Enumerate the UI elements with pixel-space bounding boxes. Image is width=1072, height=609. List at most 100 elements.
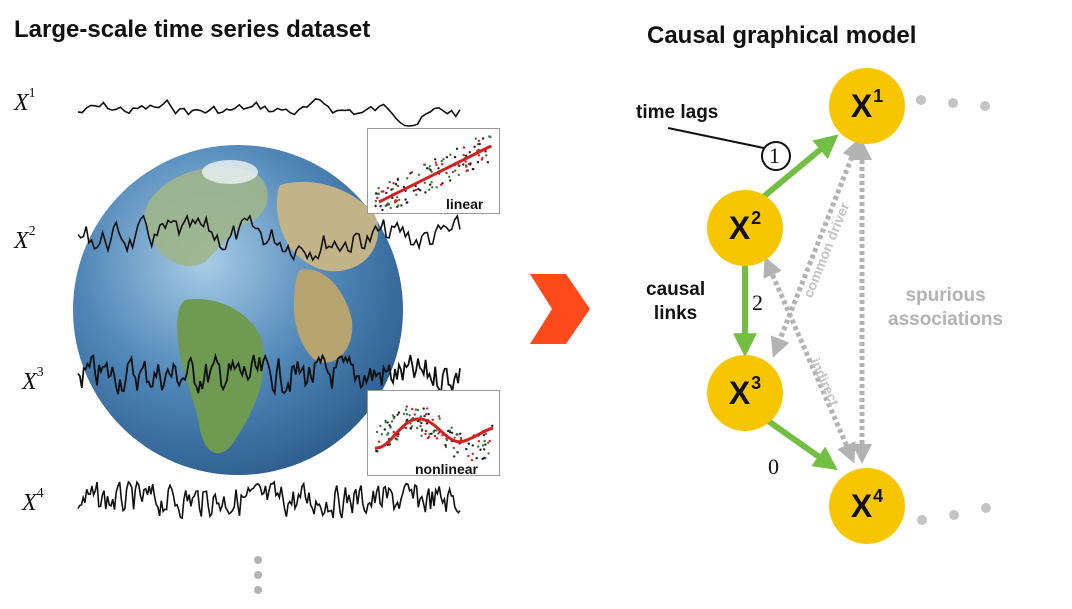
scatter-point xyxy=(423,181,426,184)
scatter-point xyxy=(445,438,449,442)
scatter-point xyxy=(467,454,470,458)
scatter-point xyxy=(449,179,452,182)
scatter-point xyxy=(456,433,459,436)
scatter-point xyxy=(424,432,427,436)
scatter-point xyxy=(410,425,414,428)
scatter-point xyxy=(435,429,438,432)
scatter-point xyxy=(395,196,399,199)
time-series-lines xyxy=(77,97,461,520)
scatter-point xyxy=(450,431,454,434)
scatter-point xyxy=(388,424,391,427)
lag-x3-x4: 0 xyxy=(768,454,779,479)
scatter-point xyxy=(452,446,455,450)
scatter-point xyxy=(389,206,392,210)
scatter-point xyxy=(396,413,399,416)
scatter-point xyxy=(414,408,418,411)
scatter-point xyxy=(393,201,397,204)
scatter-point xyxy=(465,169,468,172)
scatter-point xyxy=(441,163,444,166)
scatter-point xyxy=(465,447,468,451)
scatter-point xyxy=(376,196,379,200)
scatter-point xyxy=(435,186,438,189)
scatter-point xyxy=(398,198,401,202)
scatter-point xyxy=(464,160,467,163)
scatter-point xyxy=(453,436,456,439)
scatter-point xyxy=(417,173,421,176)
scatter-point xyxy=(455,147,459,150)
scatter-point xyxy=(444,445,448,449)
nonlinear-scatter-inset xyxy=(367,390,500,476)
scatter-point xyxy=(488,135,491,138)
scatter-point xyxy=(419,424,422,428)
scatter-point xyxy=(428,188,431,191)
scatter-point xyxy=(426,167,429,170)
scatter-point xyxy=(433,434,437,438)
scatter-point xyxy=(419,189,422,192)
scatter-point xyxy=(416,408,420,412)
scatter-point xyxy=(457,173,460,177)
scatter-point xyxy=(462,153,465,157)
scatter-point xyxy=(404,198,407,201)
scatter-point xyxy=(445,171,448,175)
causal-link-x3-x4 xyxy=(762,415,838,471)
left-panel-title: Large-scale time series dataset xyxy=(14,16,371,43)
scatter-point xyxy=(481,137,485,140)
time-series-line-x1 xyxy=(77,97,461,127)
scatter-point xyxy=(459,437,463,440)
scatter-point xyxy=(386,202,390,205)
scatter-point xyxy=(437,167,440,170)
scatter-point xyxy=(408,414,411,417)
more-nodes-dots-bottom xyxy=(917,503,991,525)
scatter-point xyxy=(428,167,431,170)
scatter-point xyxy=(405,413,409,416)
right-panel-title: Causal graphical model xyxy=(647,22,917,49)
scatter-point xyxy=(488,439,491,443)
scatter-point xyxy=(391,414,395,417)
more-nodes-dots-top xyxy=(916,95,990,111)
series-label-x1: X1 xyxy=(14,86,36,116)
scatter-point xyxy=(482,434,486,437)
scatter-point xyxy=(468,151,471,154)
scatter-point xyxy=(377,440,381,443)
scatter-point xyxy=(389,426,392,429)
scatter-point xyxy=(375,430,379,434)
scatter-point xyxy=(424,429,428,433)
time-series-line-x4 xyxy=(77,480,461,520)
scatter-point xyxy=(429,183,432,186)
scatter-point xyxy=(447,429,450,433)
scatter-point xyxy=(430,432,433,435)
scatter-point xyxy=(374,204,377,208)
scatter-point xyxy=(409,172,412,175)
scatter-point xyxy=(441,182,444,185)
scatter-point xyxy=(380,433,384,436)
scatter-point xyxy=(420,421,423,425)
scatter-point xyxy=(392,417,395,420)
scatter-point xyxy=(481,156,484,160)
scatter-point xyxy=(381,208,384,212)
scatter-point xyxy=(384,421,387,424)
scatter-point xyxy=(430,181,433,184)
time-series-line-x2 xyxy=(77,213,461,262)
scatter-point xyxy=(397,204,400,207)
scatter-point xyxy=(404,408,408,411)
scatter-point xyxy=(404,426,408,430)
scatter-point xyxy=(423,414,426,418)
scatter-point xyxy=(475,456,478,460)
scatter-point xyxy=(424,191,427,194)
scatter-point xyxy=(477,154,481,157)
scatter-point xyxy=(437,415,441,418)
scatter-point xyxy=(396,184,400,188)
scatter-point xyxy=(484,150,487,153)
scatter-point xyxy=(471,452,474,456)
indirect-link-x2-x4 xyxy=(763,256,856,464)
scatter-point xyxy=(386,186,390,190)
scatter-point xyxy=(479,448,482,451)
scatter-point xyxy=(434,161,437,164)
scatter-point xyxy=(377,192,380,195)
causal-links-label: causal links xyxy=(646,279,706,324)
scatter-point xyxy=(481,444,485,447)
